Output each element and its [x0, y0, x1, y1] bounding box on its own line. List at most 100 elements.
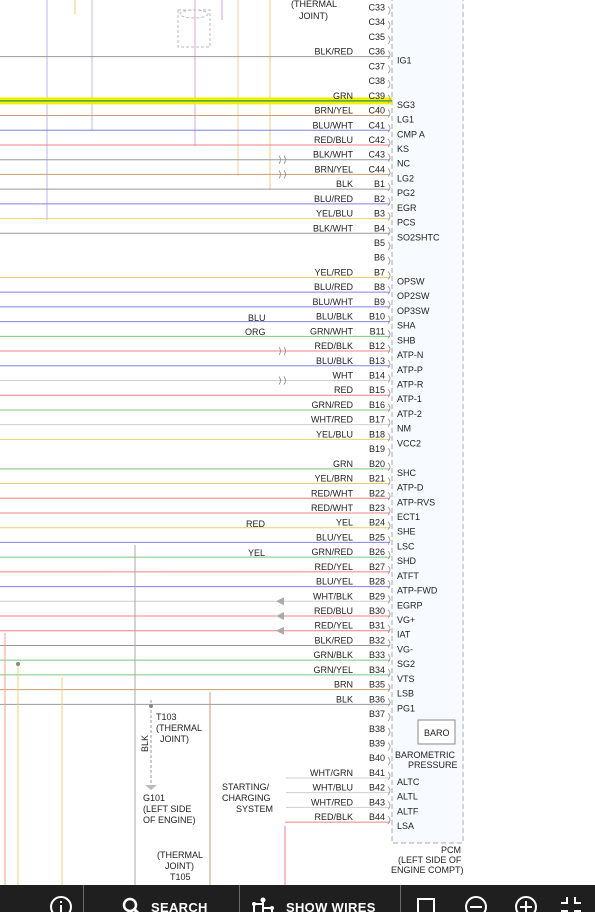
- wire-color-label: BLU/BLK: [316, 312, 353, 322]
- pin-number: B7: [374, 267, 385, 277]
- pin-row: GRN/BLK B33 SG2: [0, 650, 415, 669]
- pin-row: B5: [374, 238, 391, 251]
- info-button[interactable]: [0, 885, 83, 912]
- view-button[interactable]: [401, 885, 451, 912]
- connector-terminal: [387, 300, 391, 310]
- background-wires: [46, 0, 271, 220]
- pcm-label: PCM: [441, 845, 461, 855]
- pin-row: B19: [369, 444, 391, 457]
- connector-terminal: [387, 285, 391, 295]
- pin-signal-label: ALTF: [397, 806, 419, 816]
- connector-terminal: [387, 212, 391, 221]
- pin-signal-label: ATP-R: [397, 380, 424, 390]
- connector-terminal: [387, 742, 391, 751]
- wire-color-label: BRN: [334, 680, 353, 690]
- pin-number: B5: [374, 238, 385, 248]
- bottom-toolbar: SEARCH SHOW WIRES: [0, 885, 595, 912]
- pin-number: B4: [374, 223, 385, 233]
- connector-terminal: [387, 35, 391, 45]
- connector-terminal: [387, 683, 391, 692]
- connector-terminal: [387, 771, 391, 781]
- wire-color-label: BLU/YEL: [316, 577, 353, 587]
- pin-signal-label: SHC: [397, 468, 417, 478]
- pin-number: C40: [368, 106, 385, 116]
- connector-terminal: [387, 168, 391, 177]
- pin-signal-label: LSB: [397, 689, 414, 699]
- g101-label: OF ENGINE): [143, 815, 196, 825]
- fit-icon: [561, 896, 581, 912]
- connector-terminal: [387, 20, 391, 30]
- pin-row: B39: [369, 739, 391, 751]
- show-wires-button[interactable]: SHOW WIRES: [240, 885, 400, 912]
- splice-break-icon: [278, 376, 286, 385]
- wire-color-label: WHT/BLU: [313, 783, 354, 793]
- wire-color-label: BLK/WHT: [313, 150, 354, 160]
- pin-signal-label: SG2: [397, 659, 415, 669]
- pin-signal-label: ATP-P: [397, 365, 423, 375]
- pin-number: B18: [369, 429, 385, 439]
- wire-color-label: RED/BLK: [314, 341, 353, 351]
- pin-signal-label: CMP A: [397, 129, 425, 139]
- pin-signal-label: ATP-FWD: [397, 586, 438, 596]
- pin-signal-label: SHE: [397, 527, 416, 537]
- pin-number: B38: [369, 724, 385, 734]
- pin-row: RED B15 ATP-1: [0, 385, 422, 404]
- connector-terminal: [387, 418, 391, 427]
- pin-row: C35: [368, 32, 391, 45]
- baro-box-label: BARO: [424, 728, 450, 738]
- pin-row: C33: [368, 3, 391, 15]
- t103-label: T103: [156, 712, 177, 722]
- pin-number: B2: [374, 194, 385, 204]
- wire-color-label: BLU/WHT: [313, 297, 354, 307]
- connector-terminal: [387, 624, 391, 634]
- fit-button[interactable]: [551, 885, 586, 912]
- pin-signal-label: ATFT: [397, 571, 419, 581]
- pin-number: B12: [369, 341, 385, 351]
- connector-terminal: [387, 595, 391, 604]
- pin-row: RED/BLU C42 KS: [0, 135, 409, 154]
- pin-row: RED/WHT B22 ATP-RVS: [0, 488, 435, 507]
- pin-signal-label: OP3SW: [397, 306, 430, 316]
- pin-signal-label: ATP-D: [397, 483, 424, 493]
- pin-signal-label: LSC: [397, 541, 415, 551]
- pin-row: WHT B14 ATP-R: [0, 371, 424, 390]
- pin-row: GRN/WHT B11 SHB: [0, 326, 416, 345]
- pin-signal-label: ALTC: [397, 777, 420, 787]
- pin-number: B39: [369, 739, 385, 749]
- zoom-out-button[interactable]: [451, 885, 501, 912]
- g101-label: G101: [143, 793, 165, 803]
- pin-row: YEL/BRN B21 ATP-D: [0, 474, 424, 493]
- pin-signal-label: LSA: [397, 821, 414, 831]
- pin-signal-label: IAT: [397, 630, 411, 640]
- pin-number: B19: [369, 444, 385, 454]
- overlays: [4, 9, 286, 885]
- zoom-out-icon: [465, 895, 487, 912]
- pin-signal-label: SHD: [397, 556, 417, 566]
- pin-signal-label: PG1: [397, 703, 415, 713]
- pin-signal-label: EGR: [397, 203, 417, 213]
- thermal-joint-dot: [149, 704, 153, 708]
- show-wires-label: SHOW WIRES: [286, 900, 376, 912]
- info-icon: [50, 895, 72, 912]
- wire-color-label: BLK/WHT: [313, 223, 354, 233]
- wire-color-label: RED/BLK: [314, 812, 353, 822]
- search-button[interactable]: SEARCH: [84, 885, 239, 912]
- pin-number: B17: [369, 415, 385, 425]
- pin-row: C37: [368, 61, 391, 74]
- pin-number: B3: [374, 209, 385, 219]
- pin-row: GRN/RED B16 ATP-2: [0, 400, 422, 419]
- pin-number: B15: [369, 385, 385, 395]
- pin-row: YEL B24 SHE: [0, 518, 416, 537]
- zoom-in-button[interactable]: [501, 885, 551, 912]
- wire-color-label: GRN: [333, 91, 353, 101]
- pin-row: BLK/RED C36 IG1: [0, 47, 412, 66]
- baro-label: PRESSURE: [408, 760, 458, 770]
- connector-terminal: [387, 374, 391, 383]
- pin-row: WHT/RED B17 NM: [0, 415, 411, 434]
- pin-number: C41: [368, 120, 385, 130]
- wire-color-label: GRN/WHT: [310, 326, 353, 336]
- connector-terminal: [387, 609, 391, 619]
- pin-row: BLU/WHT B9 OP3SW: [0, 297, 430, 316]
- pin-row: WHT/BLK B29 EGRP: [0, 591, 423, 610]
- pin-row: YEL/BLU B3 PCS: [0, 209, 416, 228]
